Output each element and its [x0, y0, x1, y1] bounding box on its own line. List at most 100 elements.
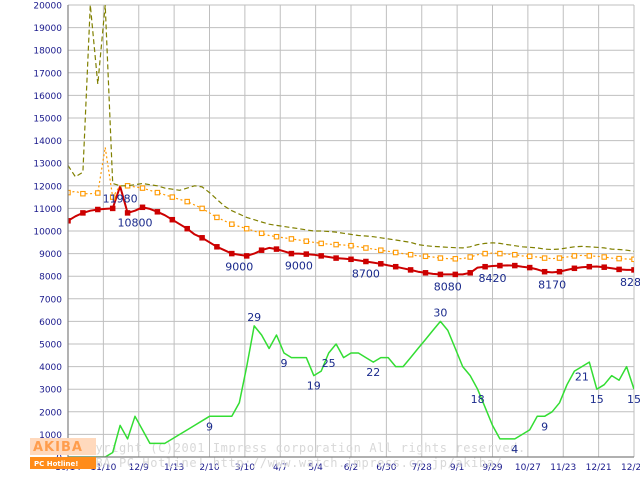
series-marker: [437, 255, 444, 261]
series-marker: [139, 185, 146, 191]
series-marker: [154, 209, 161, 215]
y-axis-tick-label: 18000: [33, 47, 62, 57]
series-marker: [556, 268, 563, 275]
series-marker: [303, 238, 310, 244]
price-data-label: 8080: [434, 280, 462, 293]
axis-lines: [67, 5, 634, 458]
series-marker: [571, 265, 578, 272]
y-axis-tick-label: 19000: [33, 24, 62, 34]
series-marker: [199, 235, 205, 241]
y-axis-tick-label: 4000: [39, 363, 62, 373]
series-marker: [407, 251, 414, 258]
series-marker: [273, 233, 280, 240]
price-data-label: 8170: [538, 278, 566, 291]
x-axis-tick-label: 12/21: [586, 463, 612, 473]
y-axis-tick-label: 20000: [33, 2, 62, 12]
y-axis-tick-label: 13000: [33, 160, 62, 170]
y-axis-tick-label: 12000: [33, 182, 62, 192]
series-marker: [497, 262, 503, 269]
watermark-line-1: Copyright (C)2001 Impress corporation Al…: [72, 441, 526, 455]
series-marker: [258, 247, 265, 253]
y-axis-tick-label: 2000: [39, 408, 62, 418]
series-marker: [214, 244, 220, 250]
series-marker: [556, 255, 563, 261]
y-axis-tick-label: 3000: [39, 386, 62, 396]
series-marker: [601, 254, 607, 260]
series-marker: [243, 253, 250, 259]
y-axis-tick-label: 10000: [33, 228, 62, 238]
series-marker: [124, 210, 131, 216]
x-axis-tick-label: 11/10: [90, 463, 116, 473]
price-data-label: 10800: [118, 217, 153, 230]
series-marker: [378, 261, 384, 267]
series-marker: [467, 270, 473, 276]
series-marker: [601, 264, 607, 270]
price-data-label: 8420: [479, 272, 507, 285]
y-axis-tick-label: 15000: [33, 115, 62, 125]
series-marker: [154, 189, 161, 196]
series-marker: [258, 230, 265, 237]
series-line: [68, 146, 634, 260]
series-marker: [169, 216, 176, 223]
watermark: Copyright (C)2001 Impress corporation Al…: [72, 441, 526, 470]
x-axis-tick-label: 1/13: [164, 463, 184, 473]
price-data-label: 9000: [285, 260, 313, 273]
count-data-label: 9: [281, 357, 288, 370]
series-marker: [95, 206, 101, 213]
x-axis-tick-label: 3/10: [235, 463, 255, 473]
x-axis-tick-label: 12/9: [129, 463, 149, 473]
x-axis-tick-label: 4/7: [273, 463, 287, 473]
series-marker: [333, 241, 339, 248]
series-marker: [586, 253, 593, 259]
x-axis-tick-label: 2/10: [199, 463, 219, 473]
series-marker: [109, 205, 116, 212]
series-marker: [631, 256, 634, 263]
series-marker: [273, 246, 280, 252]
y-axis-tick-label: 14000: [33, 137, 62, 147]
data-series: [68, 5, 634, 457]
y-axis-tick-label: 6000: [39, 318, 62, 328]
count-data-label: 30: [433, 306, 447, 319]
series-marker: [80, 190, 86, 197]
series-marker: [184, 198, 190, 205]
series-max-price: [68, 5, 634, 252]
y-axis-tick-label: 7000: [39, 295, 62, 305]
count-data-label: 21: [575, 371, 589, 384]
count-data-label: 18: [471, 393, 485, 406]
logo-background: [30, 438, 96, 455]
series-marker: [363, 245, 369, 251]
price-data-label: 8700: [352, 268, 380, 281]
series-marker: [631, 267, 634, 273]
count-data-label: 19: [307, 380, 321, 393]
series-marker: [363, 258, 369, 265]
series-marker: [288, 236, 295, 242]
series-marker: [616, 266, 622, 273]
x-axis-tick-label: 10/27: [515, 463, 541, 473]
series-marker: [392, 263, 399, 270]
count-data-label: 15: [590, 393, 604, 406]
count-data-label: 25: [322, 357, 336, 370]
series-marker: [378, 247, 384, 253]
series-marker: [348, 242, 354, 249]
x-axis-tick-label: 6/30: [376, 463, 396, 473]
series-marker: [586, 263, 593, 270]
x-axis-tick-label: 5/4: [308, 463, 323, 473]
series-marker: [318, 253, 324, 259]
price-data-label: 11980: [103, 192, 138, 205]
price-data-label: 9000: [225, 261, 253, 274]
price-data-label: 8280: [620, 276, 640, 289]
series-marker: [318, 240, 324, 247]
series-marker: [184, 225, 190, 232]
grid-lines: [67, 4, 635, 458]
series-line: [68, 320, 634, 457]
count-data-label: 29: [247, 311, 261, 324]
series-marker: [482, 250, 488, 257]
x-axis-tick-label: 9/1: [450, 463, 464, 473]
series-marker: [616, 255, 622, 262]
y-axis-tick-label: 5000: [39, 341, 62, 351]
series-marker: [407, 267, 414, 273]
series-marker: [392, 249, 399, 256]
watermark-line-2: AKIBA PC Hotline! http://www.watch.impre…: [72, 456, 502, 470]
series-marker: [214, 214, 220, 221]
